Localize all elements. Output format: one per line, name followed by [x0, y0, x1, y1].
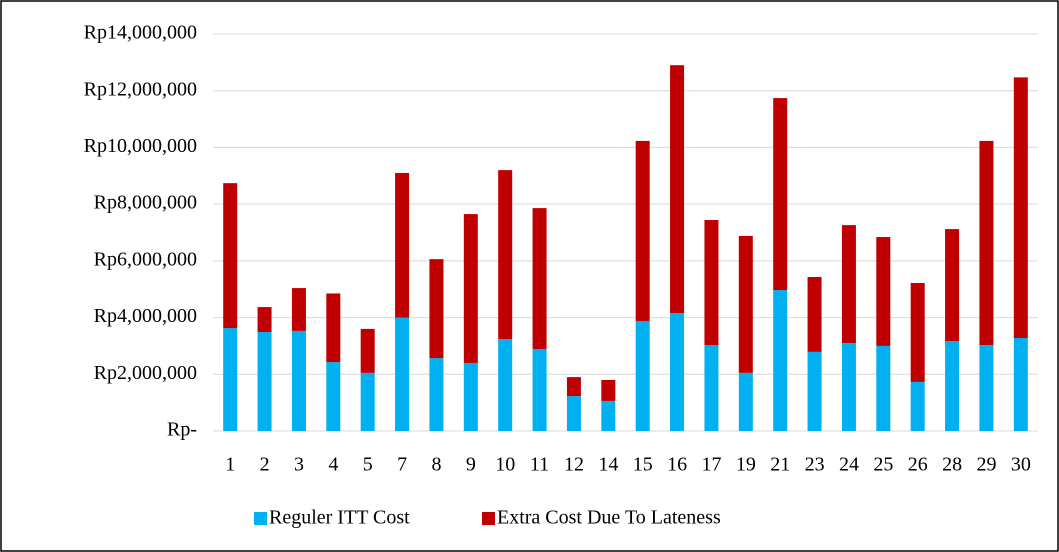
- bar-segment: [773, 98, 788, 291]
- x-tick-label: 14: [598, 454, 618, 476]
- x-tick-label: 28: [942, 454, 962, 476]
- x-tick-label: 26: [908, 454, 928, 476]
- bar-segment: [945, 229, 960, 342]
- x-tick-label: 5: [363, 454, 373, 476]
- bar-segment: [979, 140, 994, 346]
- y-tick-label: Rp6,000,000: [94, 248, 197, 270]
- bar-segment: [429, 358, 444, 431]
- x-tick-label: 23: [805, 454, 825, 476]
- x-tick-label: 16: [667, 454, 687, 476]
- x-tick-label: 7: [397, 454, 407, 476]
- bar-segment: [566, 377, 581, 397]
- bar-segment: [532, 208, 547, 350]
- bar-segment: [291, 288, 306, 331]
- bar-segment: [910, 381, 925, 431]
- bar-segment: [704, 345, 719, 431]
- bar-segment: [463, 362, 478, 431]
- bar-segment: [326, 362, 341, 431]
- x-tick-label: 11: [530, 454, 549, 476]
- bar-segment: [1013, 337, 1028, 431]
- bar-segment: [910, 282, 925, 382]
- x-tick-label: 4: [328, 454, 338, 476]
- bar-segment: [841, 343, 856, 431]
- x-tick-label: 3: [294, 454, 304, 476]
- bar-segment: [670, 65, 685, 314]
- legend-swatch: [482, 512, 495, 525]
- bar-segment: [257, 307, 272, 333]
- bar-segment: [807, 277, 822, 352]
- bar-segment: [635, 140, 650, 321]
- y-tick-label: Rp8,000,000: [94, 192, 197, 214]
- bar-segment: [223, 183, 238, 329]
- legend-swatch: [254, 512, 267, 525]
- bar-segment: [429, 259, 444, 359]
- x-tick-label: 19: [736, 454, 756, 476]
- bar-segment: [670, 313, 685, 431]
- bar-segment: [945, 341, 960, 431]
- bar-segment: [738, 372, 753, 431]
- bar-segment: [1013, 77, 1028, 338]
- x-tick-label: 1: [225, 454, 235, 476]
- x-tick-label: 2: [260, 454, 270, 476]
- bar-segment: [498, 339, 513, 431]
- bar-segment: [532, 349, 547, 431]
- bar-segment: [738, 235, 753, 373]
- y-tick-label: Rp2,000,000: [94, 362, 197, 384]
- bar-segment: [979, 345, 994, 431]
- bar-segment: [841, 225, 856, 344]
- y-tick-label: Rp10,000,000: [84, 135, 197, 157]
- bar-segment: [635, 320, 650, 431]
- legend-label: Reguler ITT Cost: [269, 507, 410, 529]
- x-tick-label: 21: [770, 454, 790, 476]
- bar-segment: [326, 293, 341, 363]
- x-tick-label: 12: [564, 454, 584, 476]
- bar-segment: [291, 330, 306, 431]
- bar-segment: [876, 345, 891, 431]
- bar-segment: [463, 214, 478, 363]
- y-tick-label: Rp14,000,000: [84, 22, 197, 44]
- x-tick-label: 15: [633, 454, 653, 476]
- bar-segment: [566, 396, 581, 431]
- y-tick-label: Rp4,000,000: [94, 305, 197, 327]
- y-tick-label: Rp12,000,000: [84, 78, 197, 100]
- bar-segment: [601, 379, 616, 401]
- x-tick-label: 10: [495, 454, 515, 476]
- bar-segment: [498, 170, 513, 340]
- x-tick-label: 29: [976, 454, 996, 476]
- bar-segment: [395, 317, 410, 431]
- x-tick-label: 9: [466, 454, 476, 476]
- bar-segment: [360, 328, 375, 373]
- bar-segment: [257, 332, 272, 431]
- x-tick-label: 8: [431, 454, 441, 476]
- x-tick-label: 17: [701, 454, 721, 476]
- y-tick-label: Rp-: [167, 419, 197, 441]
- legend-label: Extra Cost Due To Lateness: [497, 507, 721, 529]
- bar-segment: [601, 400, 616, 431]
- bar-segment: [395, 172, 410, 318]
- bar-segment: [876, 237, 891, 346]
- x-tick-label: 24: [839, 454, 859, 476]
- x-tick-label: 25: [873, 454, 893, 476]
- bar-segment: [704, 220, 719, 346]
- bar-segment: [807, 351, 822, 431]
- x-tick-label: 30: [1011, 454, 1031, 476]
- bar-segment: [773, 290, 788, 431]
- bar-segment: [223, 328, 238, 431]
- bar-segment: [360, 372, 375, 431]
